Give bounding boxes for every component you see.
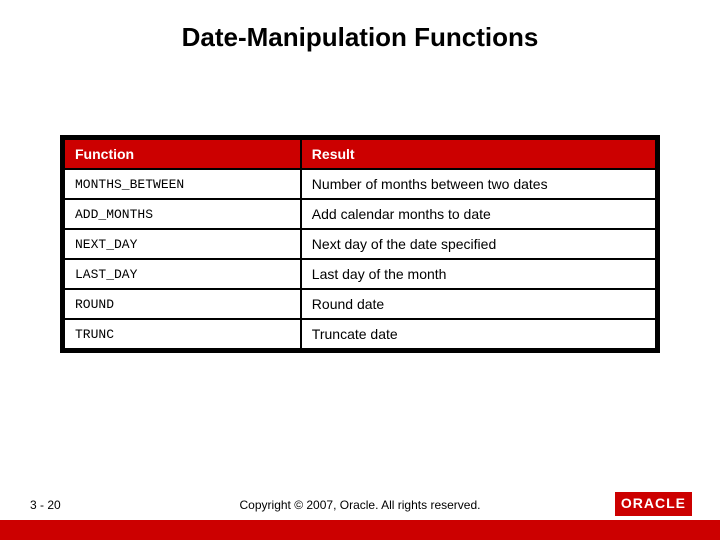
function-result: Round date bbox=[301, 289, 656, 319]
logo-text: ORACLE bbox=[621, 495, 686, 511]
slide-title: Date-Manipulation Functions bbox=[0, 22, 720, 53]
table-row: TRUNC Truncate date bbox=[64, 319, 656, 349]
table-row: ADD_MONTHS Add calendar months to date bbox=[64, 199, 656, 229]
table-row: MONTHS_BETWEEN Number of months between … bbox=[64, 169, 656, 199]
function-name: ADD_MONTHS bbox=[64, 199, 301, 229]
function-name: ROUND bbox=[64, 289, 301, 319]
table-row: LAST_DAY Last day of the month bbox=[64, 259, 656, 289]
copyright-text: Copyright © 2007, Oracle. All rights res… bbox=[0, 498, 720, 512]
table-header-function: Function bbox=[64, 139, 301, 169]
function-name: TRUNC bbox=[64, 319, 301, 349]
function-name: MONTHS_BETWEEN bbox=[64, 169, 301, 199]
function-name: LAST_DAY bbox=[64, 259, 301, 289]
oracle-logo: ORACLE bbox=[615, 492, 692, 516]
function-result: Next day of the date specified bbox=[301, 229, 656, 259]
function-result: Add calendar months to date bbox=[301, 199, 656, 229]
functions-table: Function Result MONTHS_BETWEEN Number of… bbox=[60, 135, 660, 353]
function-result: Last day of the month bbox=[301, 259, 656, 289]
table-header-result: Result bbox=[301, 139, 656, 169]
table-row: ROUND Round date bbox=[64, 289, 656, 319]
function-result: Number of months between two dates bbox=[301, 169, 656, 199]
function-name: NEXT_DAY bbox=[64, 229, 301, 259]
table-header-row: Function Result bbox=[64, 139, 656, 169]
table-row: NEXT_DAY Next day of the date specified bbox=[64, 229, 656, 259]
function-result: Truncate date bbox=[301, 319, 656, 349]
footer-bar bbox=[0, 520, 720, 540]
slide: Date-Manipulation Functions Function Res… bbox=[0, 0, 720, 540]
